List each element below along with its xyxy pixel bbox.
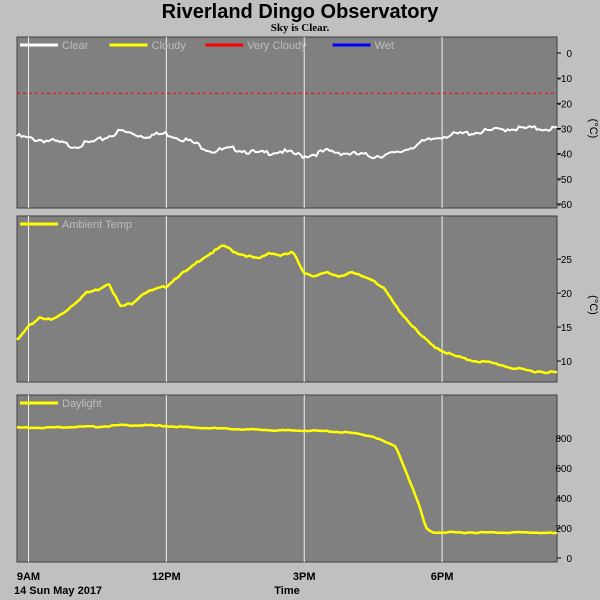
panel-background xyxy=(16,215,558,383)
y-tick-label: -30 xyxy=(558,125,573,136)
y-tick-label: 0 xyxy=(566,554,572,565)
legend-label: Cloudy xyxy=(152,40,187,52)
y-tick-label: -60 xyxy=(558,200,573,211)
chart-panel-2: 25 20 15 10 (°C) Ambient Temp xyxy=(16,215,599,383)
x-tick-label: 12PM xyxy=(152,571,181,583)
legend-label: Clear xyxy=(62,40,89,52)
x-tick-label: 6PM xyxy=(431,571,454,583)
x-tick-label: 9AM xyxy=(17,571,40,583)
y-tick-label: 25 xyxy=(561,255,573,266)
panel-background xyxy=(16,36,558,209)
legend-label: Very Cloudy xyxy=(247,40,307,52)
y-tick-label: 400 xyxy=(555,494,572,505)
y-tick-label: -20 xyxy=(558,99,573,110)
date-label: 14 Sun May 2017 xyxy=(14,585,102,597)
y-tick-label: -10 xyxy=(558,74,573,85)
chart-title: Riverland Dingo Observatory xyxy=(161,1,439,23)
panel-background xyxy=(16,394,558,563)
legend-label: Ambient Temp xyxy=(62,219,132,231)
series-line-daylight xyxy=(16,423,558,535)
y-tick-label: 15 xyxy=(561,323,573,334)
y-tick-label: 800 xyxy=(555,434,572,445)
chart-panel-1: 0 -10 -20 -30 -40 -50 -60 (°C) Clear Cloudy Very C… xyxy=(16,36,599,211)
legend-label: Wet xyxy=(375,40,394,52)
x-axis-label: Time xyxy=(274,585,299,597)
y-tick-label: 0 xyxy=(566,49,572,60)
series-line-clear xyxy=(16,125,558,160)
y-tick-label: 200 xyxy=(555,524,572,535)
y-tick-label: -50 xyxy=(558,175,573,186)
legend-label: Daylight xyxy=(62,398,102,410)
series-line-ambient-temp xyxy=(16,244,558,375)
y-axis-unit: (°C) xyxy=(587,119,599,139)
x-tick-label: 3PM xyxy=(293,571,316,583)
y-tick-label: 600 xyxy=(555,464,572,475)
y-axis-unit: (°C) xyxy=(587,295,599,315)
chart-panel-3: 800 600 400 200 0 Daylight xyxy=(16,394,572,565)
y-tick-label: 10 xyxy=(561,357,573,368)
y-tick-label: -40 xyxy=(558,150,573,161)
sky-status-subtitle: Sky is Clear. xyxy=(270,22,330,34)
y-tick-label: 20 xyxy=(561,289,573,300)
